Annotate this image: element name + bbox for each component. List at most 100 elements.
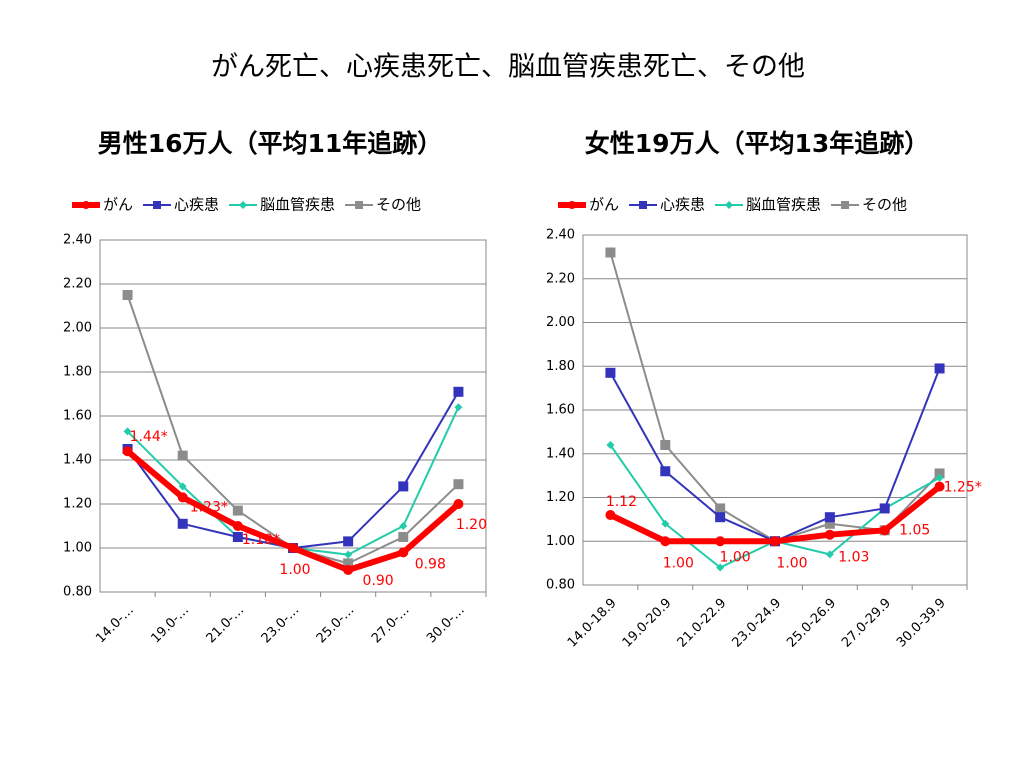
y-tick-label: 1.40 [63, 453, 92, 468]
data-point [232, 521, 243, 531]
data-point [824, 529, 835, 540]
y-tick-label: 0.80 [546, 578, 575, 593]
legend-label: 脳血管疾患 [746, 196, 821, 214]
y-tick-label: 2.20 [546, 271, 575, 286]
data-label: 1.00 [279, 562, 310, 578]
y-tick-label: 1.40 [546, 446, 575, 461]
data-point [661, 519, 670, 528]
y-tick-label: 2.00 [546, 315, 575, 330]
y-tick-label: 2.40 [546, 228, 575, 243]
legend-marker [568, 201, 576, 209]
data-point [398, 481, 409, 492]
data-label: 1.03 [838, 550, 869, 566]
data-point [453, 479, 464, 490]
data-point [715, 503, 726, 514]
data-point [605, 367, 616, 378]
legend-marker [841, 201, 850, 209]
data-label: 1.23* [190, 499, 228, 515]
data-point [398, 547, 409, 558]
data-point [660, 466, 671, 477]
legend-label: 心疾患 [174, 196, 219, 214]
data-point [879, 503, 890, 514]
data-label: 1.44* [130, 429, 168, 445]
data-point [934, 363, 945, 374]
plot-border [99, 239, 487, 593]
data-point [399, 522, 408, 530]
data-point [824, 518, 835, 529]
data-point [344, 550, 353, 559]
legend-marker [239, 201, 248, 209]
data-point [122, 446, 133, 457]
y-tick-label: 1.20 [546, 490, 575, 505]
data-point [454, 403, 463, 412]
data-point [288, 543, 298, 553]
data-point [605, 247, 616, 258]
legend-marker [82, 201, 90, 209]
chart-title: 男性16万人（平均11年追跡） [98, 129, 443, 158]
data-point [715, 536, 726, 547]
data-point [177, 518, 188, 529]
legend-marker [153, 201, 162, 209]
data-point [935, 473, 944, 482]
data-point [934, 468, 945, 479]
y-tick-label: 1.80 [63, 365, 92, 380]
data-point [453, 499, 464, 509]
legend-marker [725, 201, 734, 209]
data-point [232, 505, 243, 516]
data-label: 1.00 [776, 555, 807, 571]
data-label: 1.25* [944, 480, 982, 496]
slide-title: がん死亡、心疾患死亡、脳血管疾患死亡、その他 [211, 52, 805, 83]
y-tick-label: 1.60 [546, 403, 575, 418]
legend-label: 脳血管疾患 [260, 196, 335, 214]
legend-label: その他 [862, 196, 907, 214]
y-tick-label: 1.00 [546, 534, 575, 549]
data-point [177, 492, 188, 503]
data-point [343, 565, 354, 575]
y-tick-label: 1.00 [63, 541, 92, 556]
y-tick-label: 2.40 [63, 233, 92, 248]
data-point [715, 512, 726, 523]
y-tick-label: 1.20 [63, 497, 92, 512]
data-label: 1.05 [899, 522, 930, 538]
data-point [232, 532, 243, 542]
data-point [177, 450, 188, 461]
chart-title: 女性19万人（平均13年追跡） [585, 129, 930, 158]
data-point [343, 558, 354, 569]
data-point [123, 427, 132, 436]
data-point [660, 536, 671, 547]
y-tick-label: 1.60 [63, 409, 92, 424]
data-label: 1.00 [663, 555, 694, 571]
data-point [398, 532, 409, 542]
data-point [453, 386, 464, 397]
y-tick-label: 2.20 [63, 277, 92, 292]
data-point [660, 440, 671, 450]
legend-label: 心疾患 [660, 196, 705, 214]
y-tick-label: 1.80 [546, 359, 575, 374]
data-point [934, 481, 945, 492]
data-point [824, 512, 835, 523]
data-point [178, 482, 187, 491]
data-label: 1.10* [242, 532, 280, 548]
legend-label: その他 [376, 196, 421, 214]
data-label: 1.20 [456, 517, 487, 533]
data-point [716, 563, 725, 572]
legend-marker [355, 201, 364, 209]
data-label: 1.12 [606, 494, 637, 510]
data-point [825, 550, 834, 559]
legend-label: がん [589, 196, 619, 214]
data-point [606, 441, 615, 449]
data-label: 1.00 [720, 549, 751, 565]
data-label: 0.90 [363, 573, 394, 589]
data-point [343, 536, 354, 547]
data-point [770, 536, 780, 547]
legend-marker [639, 201, 648, 209]
y-tick-label: 2.00 [63, 321, 92, 336]
data-label: 0.98 [415, 556, 446, 572]
data-point [879, 525, 890, 536]
data-point [122, 290, 133, 300]
data-point [605, 510, 616, 520]
legend-label: がん [103, 196, 133, 214]
plot-border [582, 234, 968, 586]
